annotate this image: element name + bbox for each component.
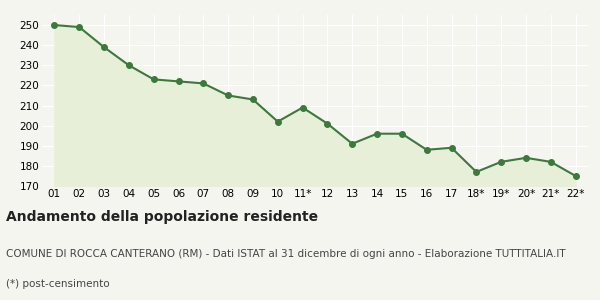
Text: Andamento della popolazione residente: Andamento della popolazione residente	[6, 210, 318, 224]
Text: COMUNE DI ROCCA CANTERANO (RM) - Dati ISTAT al 31 dicembre di ogni anno - Elabor: COMUNE DI ROCCA CANTERANO (RM) - Dati IS…	[6, 249, 566, 259]
Text: (*) post-censimento: (*) post-censimento	[6, 279, 110, 289]
